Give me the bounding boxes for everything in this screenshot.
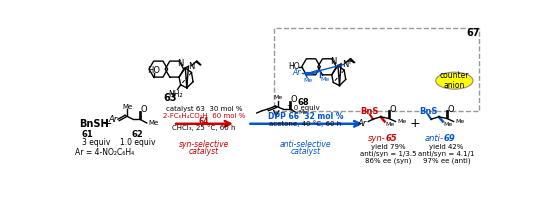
Text: O: O [389,105,396,114]
Text: 3 equiv: 3 equiv [82,138,110,147]
Text: +: + [346,59,351,65]
Text: CHCl₃, 25 °C, 60 h: CHCl₃, 25 °C, 60 h [172,124,236,131]
Text: O: O [447,105,454,114]
Text: 62: 62 [132,130,143,139]
Text: yield 42%: yield 42% [430,144,464,150]
Text: catalyst: catalyst [189,147,219,156]
Text: acetone, 40 °C, 60 h: acetone, 40 °C, 60 h [270,120,342,127]
Text: 97% ee (anti): 97% ee (anti) [423,157,470,164]
Text: BnS: BnS [419,107,437,116]
Text: Ar: Ar [293,68,301,77]
Text: BnSH: BnSH [79,119,109,129]
Text: Me: Me [455,119,464,124]
Text: syn-selective: syn-selective [179,140,229,149]
Text: BnS: BnS [361,107,379,116]
Text: +: + [409,117,420,130]
Text: Ar: Ar [357,118,367,128]
Text: syn-: syn- [368,134,385,143]
Text: Me: Me [397,119,406,124]
Text: Me: Me [385,122,395,127]
Text: anti-selective: anti-selective [280,140,331,149]
Text: Ar = 4-NO₂C₆H₄: Ar = 4-NO₂C₆H₄ [74,148,134,157]
Text: catalyst: catalyst [291,147,320,156]
Text: counter
anion: counter anion [440,71,469,90]
Text: Me: Me [299,111,308,116]
Text: N: N [178,59,184,68]
Ellipse shape [436,72,473,89]
Text: N: N [330,57,337,66]
Text: 68: 68 [297,98,309,107]
Text: O: O [141,105,147,114]
Text: Me: Me [303,78,312,83]
Text: Me: Me [320,77,330,82]
Text: 1.0 equiv: 1.0 equiv [120,138,155,147]
Text: 64: 64 [199,117,209,126]
Text: HO: HO [288,62,300,71]
Text: Me: Me [122,104,133,110]
Text: +: + [102,117,112,130]
Text: Me: Me [444,122,453,127]
Text: NH₂: NH₂ [168,90,182,99]
Text: 2-FC₆H₄CO₂H  60 mol %: 2-FC₆H₄CO₂H 60 mol % [163,113,245,119]
Text: anti-: anti- [425,134,444,143]
Text: Me: Me [274,95,283,100]
Text: DPP 66  32 mol %: DPP 66 32 mol % [268,112,343,121]
Text: catalyst 63  30 mol %: catalyst 63 30 mol % [166,106,242,112]
Text: 69: 69 [444,134,455,143]
Text: O: O [291,95,297,104]
Text: 1.0 equiv: 1.0 equiv [287,105,319,111]
Text: HO: HO [147,66,160,75]
Text: Me: Me [148,120,158,126]
Text: 67: 67 [466,28,480,38]
Text: anti/syn = 1/3.5: anti/syn = 1/3.5 [360,151,417,157]
Text: N: N [342,60,348,68]
Text: Ar: Ar [108,115,117,124]
Text: yield 79%: yield 79% [371,144,406,150]
Text: 65: 65 [385,134,397,143]
Text: N: N [188,62,195,71]
Text: 63: 63 [163,93,177,103]
Text: 86% ee (syn): 86% ee (syn) [365,157,412,164]
Text: anti/syn = 4.1/1: anti/syn = 4.1/1 [418,151,475,157]
FancyBboxPatch shape [274,28,479,112]
Text: 61: 61 [82,130,93,139]
